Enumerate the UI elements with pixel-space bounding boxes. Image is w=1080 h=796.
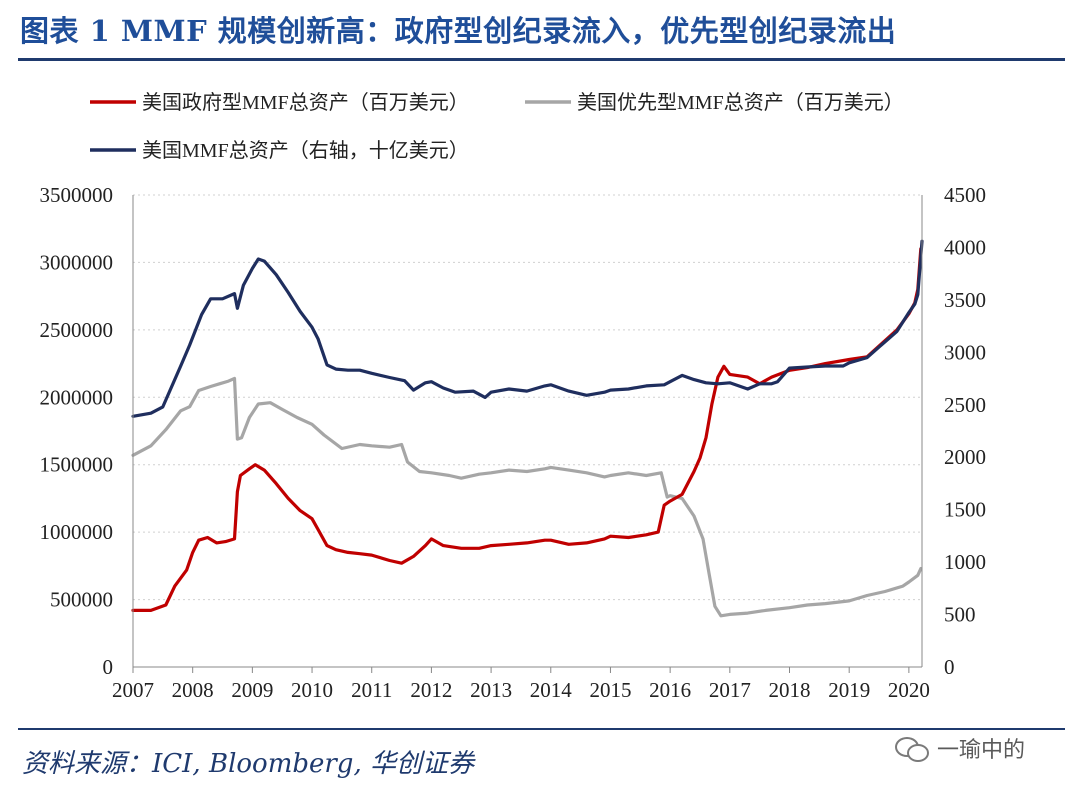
right-tick-label: 3000 <box>944 340 986 364</box>
right-tick-label: 4500 <box>944 183 986 207</box>
right-tick-label: 2500 <box>944 393 986 417</box>
chart-grid <box>133 194 922 601</box>
right-tick-label: 4000 <box>944 235 986 259</box>
x-tick-label: 2015 <box>589 678 631 702</box>
left-tick-label: 500000 <box>50 588 113 612</box>
footer-divider <box>18 728 1065 730</box>
series-line-1 <box>131 247 923 613</box>
right-tick-label: 0 <box>944 655 955 679</box>
title-divider <box>18 58 1065 61</box>
x-tick-label: 2018 <box>769 678 811 702</box>
x-tick-label: 2007 <box>112 678 154 702</box>
legend-label-3: 美国MMF总资产（右轴，十亿美元） <box>142 139 469 162</box>
right-tick-label: 3500 <box>944 288 986 312</box>
chart-legend: 美国政府型MMF总资产（百万美元） 美国优先型MMF总资产（百万美元） 美国MMF总… <box>90 91 904 162</box>
source-note: 资料来源：ICI, Bloomberg, 华创证券 <box>22 749 474 779</box>
figure-title: 图表 1 MMF 规模创新高：政府型创纪录流入，优先型创纪录流出 <box>20 14 897 48</box>
chat-bubble-icon <box>895 735 929 762</box>
right-tick-label: 2000 <box>944 445 986 469</box>
watermark: 一瑜中的 <box>895 733 1025 763</box>
series-line-3 <box>131 239 924 418</box>
legend-label-2: 美国优先型MMF总资产（百万美元） <box>577 91 904 114</box>
x-tick-label: 2013 <box>470 678 512 702</box>
x-tick-label: 2014 <box>530 678 573 702</box>
right-tick-label: 1000 <box>944 550 986 574</box>
left-tick-label: 1500000 <box>40 453 114 477</box>
x-tick-label: 2020 <box>888 678 930 702</box>
line-chart: 美国政府型MMF总资产（百万美元） 美国优先型MMF总资产（百万美元） 美国MMF总… <box>40 91 987 702</box>
left-tick-label: 1000000 <box>40 520 114 544</box>
x-tick-label: 2019 <box>828 678 870 702</box>
left-tick-label: 2500000 <box>40 318 114 342</box>
x-tick-label: 2017 <box>709 678 751 702</box>
x-tick-label: 2011 <box>351 678 392 702</box>
left-tick-label: 3000000 <box>40 250 114 274</box>
x-tick-label: 2016 <box>649 678 691 702</box>
chart-axes: 0500000100000015000002000000250000030000… <box>40 183 987 702</box>
chart-series <box>131 239 924 618</box>
x-tick-label: 2008 <box>172 678 214 702</box>
watermark-text: 一瑜中的 <box>937 738 1026 763</box>
left-tick-label: 3500000 <box>40 183 114 207</box>
x-tick-label: 2012 <box>410 678 452 702</box>
left-tick-label: 0 <box>103 655 114 679</box>
x-tick-label: 2010 <box>291 678 333 702</box>
series-line-2 <box>131 376 923 618</box>
legend-label-1: 美国政府型MMF总资产（百万美元） <box>142 91 469 114</box>
right-tick-label: 500 <box>944 603 976 627</box>
right-tick-label: 1500 <box>944 498 986 522</box>
left-tick-label: 2000000 <box>40 385 114 409</box>
x-tick-label: 2009 <box>231 678 273 702</box>
